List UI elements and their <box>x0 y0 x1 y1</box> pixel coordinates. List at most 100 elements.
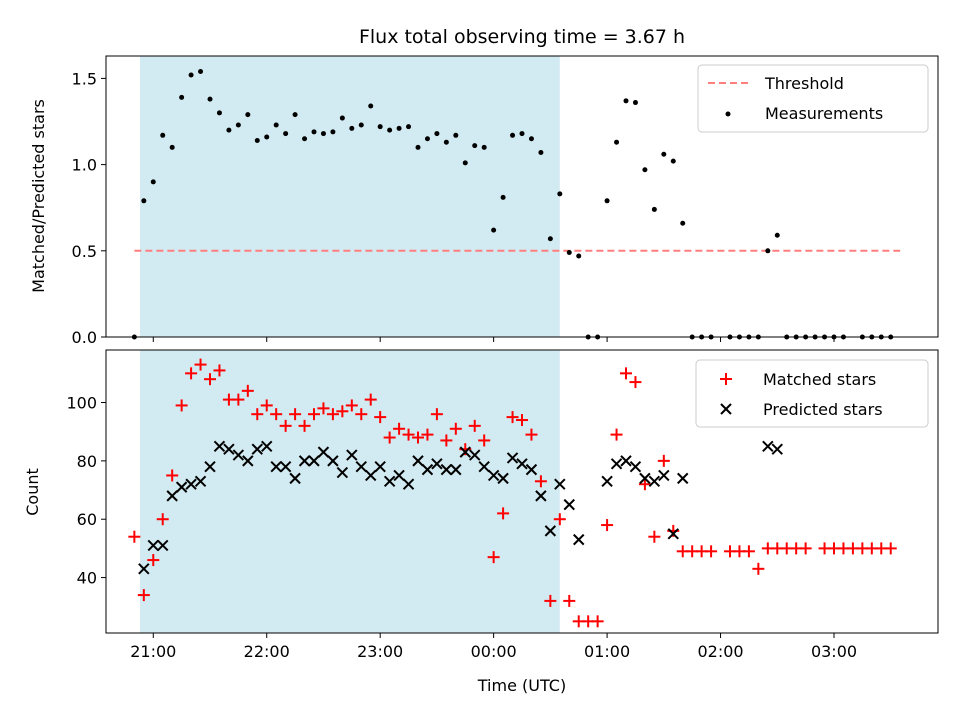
matched-star-point <box>156 513 169 526</box>
predicted-star-point <box>421 463 434 476</box>
x-tick-label: 21:00 <box>130 642 176 661</box>
predicted-star-point <box>365 469 377 482</box>
matched-star-point <box>449 422 462 435</box>
predicted-star-point <box>175 481 188 493</box>
y-tick-label: 1.5 <box>72 69 97 88</box>
bottom-axes-frame <box>105 349 939 634</box>
matched-star-point <box>185 367 198 380</box>
measurement-point <box>632 100 638 106</box>
matched-star-point <box>393 422 406 435</box>
top-axes-frame <box>105 55 939 338</box>
predicted-star-point <box>563 498 575 511</box>
matched-star-point <box>752 562 765 575</box>
y-tick-label: 100 <box>66 394 97 413</box>
y-tick-label: 1.0 <box>72 156 97 175</box>
matched-star-point <box>563 594 576 607</box>
predicted-star-point <box>667 528 679 540</box>
x-axis-label: Time (UTC) <box>477 676 566 695</box>
predicted-star-point <box>412 455 424 467</box>
x-tick-label: 01:00 <box>584 642 630 661</box>
matched-star-point <box>147 554 160 567</box>
predicted-star-point <box>242 455 254 467</box>
x-tick-label: 02:00 <box>697 642 743 661</box>
predicted-star-point <box>639 472 651 485</box>
predicted-star-point <box>459 446 471 458</box>
measurement-point <box>765 248 771 254</box>
predicted-star-point <box>383 475 396 487</box>
predicted-star-point <box>620 455 632 467</box>
matched-star-point <box>516 414 528 427</box>
predicted-star-point <box>317 446 330 458</box>
measurement-point <box>273 122 279 128</box>
measurement-point <box>216 110 222 116</box>
top-legend-box <box>697 64 929 133</box>
legend-measurements-swatch <box>725 111 731 117</box>
predicted-star-point <box>138 563 150 575</box>
y-tick-label: 0.0 <box>72 328 97 347</box>
matched-star-point <box>430 408 443 421</box>
predicted-star-point <box>677 472 689 485</box>
measurement-point <box>292 112 298 118</box>
matched-star-point <box>629 376 642 389</box>
matched-star-point <box>137 589 150 602</box>
matched-star-point <box>705 545 718 558</box>
y-tick-label: 60 <box>77 510 97 529</box>
measurement-point <box>245 112 251 118</box>
measurement-point <box>254 137 260 143</box>
measurement-point <box>519 131 525 137</box>
legend-predicted-label: Predicted stars <box>763 400 883 419</box>
measurement-point <box>235 122 241 128</box>
predicted-star-point <box>516 458 528 470</box>
predicted-star-point <box>658 469 670 482</box>
measurement-point <box>528 136 534 142</box>
measurement-point <box>500 194 506 200</box>
x-tick-label: 03:00 <box>811 642 857 661</box>
measurement-point <box>642 167 648 173</box>
measurement-point <box>150 179 156 185</box>
matched-star-point <box>884 542 897 555</box>
measurement-point <box>566 250 572 256</box>
matched-star-point <box>620 367 632 380</box>
measurement-point <box>453 132 459 138</box>
matched-star-point <box>336 405 349 418</box>
predicted-star-point <box>440 463 453 476</box>
bottom-y-ticks: 40 60 80 100 <box>66 394 106 588</box>
predicted-star-point <box>279 460 292 473</box>
predicted-star-point <box>478 460 490 473</box>
legend-matched-swatch <box>720 373 732 385</box>
measurement-point <box>169 144 175 150</box>
predicted-star-point <box>355 460 367 473</box>
measurement-point <box>179 94 185 100</box>
matched-star-point <box>308 408 320 421</box>
measurement-point <box>358 122 364 128</box>
measurement-point <box>160 132 166 138</box>
legend-predicted-swatch <box>720 403 732 415</box>
bottom-legend: Matched stars Predicted stars <box>695 359 929 428</box>
predicted-star-point <box>554 478 566 490</box>
predicted-star-point <box>232 449 245 461</box>
predicted-star-point <box>261 440 273 452</box>
matched-star-point <box>610 428 623 441</box>
measurement-point <box>302 136 308 142</box>
measurement-point <box>320 131 326 137</box>
predicted-star-point <box>402 478 415 490</box>
predicted-star-point <box>157 539 169 552</box>
predicted-star-point <box>194 475 207 487</box>
matched-star-point <box>374 411 387 424</box>
top-panel: 0.0 0.5 1.0 1.5 Matched/Predicted stars Thr… <box>29 55 939 347</box>
matched-star-point <box>638 478 651 491</box>
predicted-star-point <box>327 455 339 467</box>
predicted-star-point <box>629 460 642 473</box>
matched-star-point <box>591 615 604 628</box>
y-tick-label: 80 <box>77 452 97 471</box>
predicted-star-point <box>487 469 500 482</box>
matched-star-point <box>355 408 368 421</box>
legend-threshold-label: Threshold <box>764 74 844 93</box>
measurement-point <box>680 220 686 226</box>
bottom-legend-box <box>695 359 929 428</box>
measurement-point <box>623 98 629 104</box>
matched-star-point <box>251 408 264 421</box>
top-legend: Threshold Measurements <box>697 64 929 133</box>
measurement-point <box>406 124 412 130</box>
measurement-point <box>226 127 232 133</box>
